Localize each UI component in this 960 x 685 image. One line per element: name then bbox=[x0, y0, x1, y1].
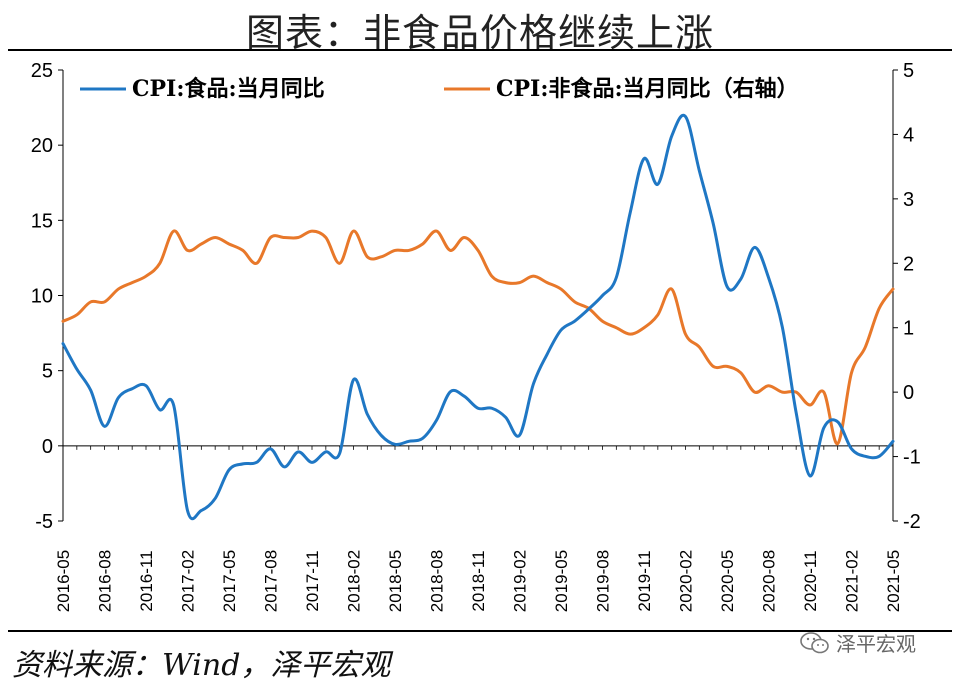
x-tick-label: 2018-08 bbox=[428, 550, 447, 612]
left-tick-label: -5 bbox=[35, 511, 53, 533]
right-tick-label: 0 bbox=[903, 382, 914, 404]
x-tick-label: 2018-02 bbox=[345, 550, 364, 612]
legend-label: CPI:食品:当月同比 bbox=[132, 76, 325, 102]
x-tick-label: 2017-02 bbox=[179, 550, 198, 612]
line-chart: -5 0 5 10 15 20 25 -2 -1 0 1 2 3 4 5 2016-05 2016-08 2016… bbox=[31, 60, 921, 612]
right-tick-label: 1 bbox=[903, 318, 914, 340]
wechat-icon bbox=[800, 631, 829, 653]
x-tick-label: 2016-08 bbox=[96, 550, 115, 612]
right-tick-label: 2 bbox=[903, 253, 914, 275]
x-tick-label: 2020-05 bbox=[718, 550, 737, 612]
right-tick-label: -2 bbox=[903, 511, 921, 533]
left-tick-label: 25 bbox=[31, 60, 53, 82]
series-line-nonfood bbox=[61, 229, 895, 446]
x-tick-label: 2016-05 bbox=[54, 550, 73, 612]
left-tick-label: 0 bbox=[42, 436, 53, 458]
left-tick-label: 20 bbox=[31, 135, 53, 157]
x-tick-label: 2017-08 bbox=[262, 550, 281, 612]
x-tick-label: 2016-11 bbox=[137, 550, 156, 611]
x-tick-label: 2020-08 bbox=[760, 550, 779, 612]
x-tick-label: 2019-11 bbox=[635, 550, 654, 611]
left-tick-label: 5 bbox=[42, 361, 53, 383]
chart-title: 图表：非食品价格继续上涨 bbox=[245, 11, 714, 55]
series-line-food bbox=[61, 113, 895, 521]
x-tick-label: 2019-08 bbox=[594, 550, 613, 612]
legend: CPI:食品:当月同比 CPI:非食品:当月同比（右轴） bbox=[80, 76, 799, 102]
right-tick-label: -1 bbox=[903, 447, 921, 469]
x-tick-label: 2018-11 bbox=[469, 550, 488, 611]
right-tick-label: 5 bbox=[903, 60, 914, 82]
axes: -5 0 5 10 15 20 25 -2 -1 0 1 2 3 4 5 2016-05 2016-08 2016… bbox=[31, 60, 921, 612]
watermark-text: 泽平宏观 bbox=[836, 632, 916, 656]
x-tick-label: 2021-02 bbox=[843, 550, 862, 612]
x-tick-label: 2017-11 bbox=[303, 550, 322, 611]
watermark: 泽平宏观 bbox=[800, 628, 916, 657]
x-tick-label: 2021-05 bbox=[884, 550, 903, 612]
x-tick-label: 2019-02 bbox=[511, 550, 530, 612]
left-tick-label: 15 bbox=[31, 210, 53, 232]
left-tick-label: 10 bbox=[31, 286, 53, 308]
x-tick-label: 2017-05 bbox=[220, 550, 239, 612]
x-tick-label: 2020-11 bbox=[801, 550, 820, 611]
top-rule bbox=[8, 49, 952, 51]
x-tick-label: 2020-02 bbox=[677, 550, 696, 612]
legend-label: CPI:非食品:当月同比（右轴） bbox=[496, 76, 799, 102]
right-tick-label: 3 bbox=[903, 189, 914, 211]
right-tick-label: 4 bbox=[903, 124, 914, 146]
x-tick-label: 2019-05 bbox=[552, 550, 571, 612]
bottom-rule bbox=[8, 630, 952, 632]
series-lines bbox=[61, 113, 895, 521]
x-tick-label: 2018-05 bbox=[386, 550, 405, 612]
source-note: 资料来源：Wind，泽平宏观 bbox=[12, 648, 391, 683]
